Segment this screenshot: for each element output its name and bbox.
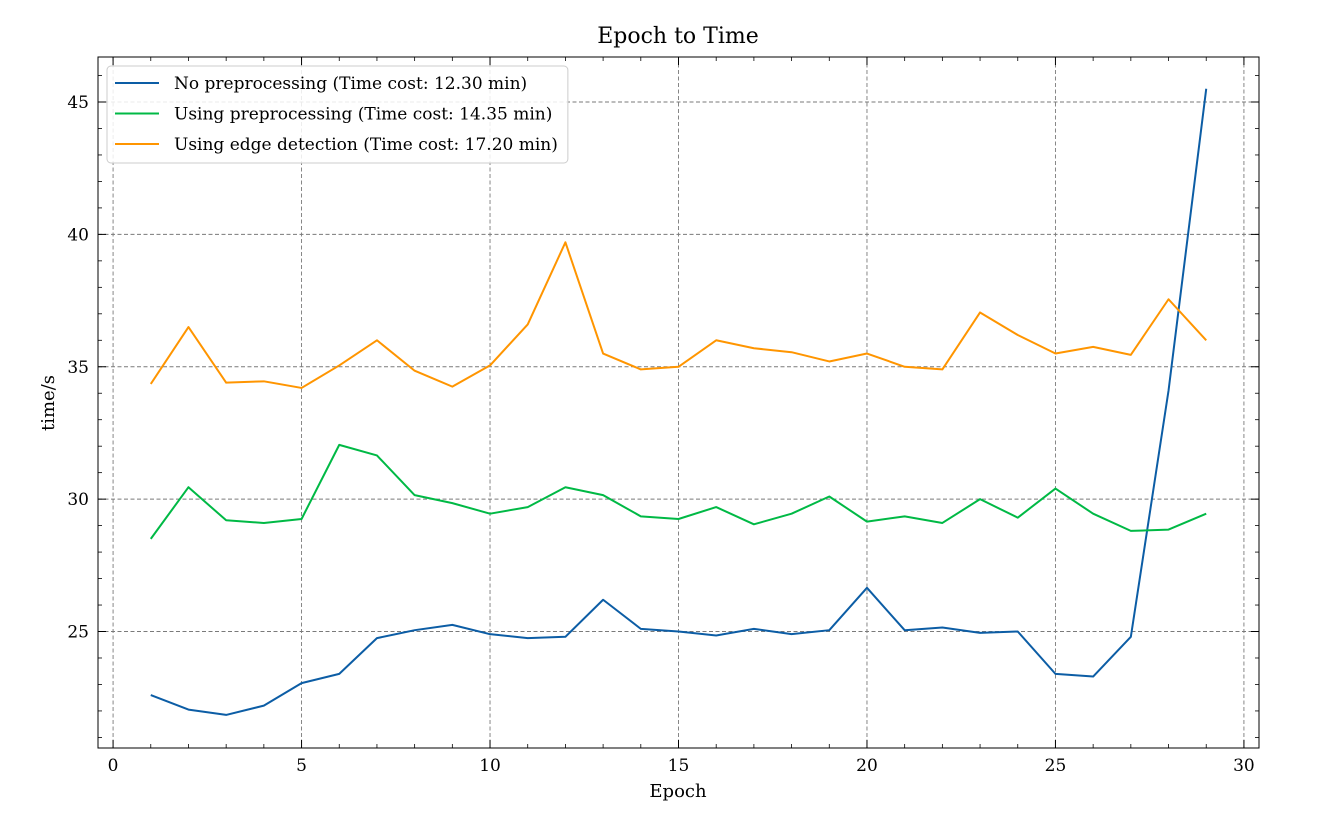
x-axis-title: Epoch bbox=[649, 781, 707, 802]
legend-entry-2: Using preprocessing (Time cost: 14.35 mi… bbox=[174, 105, 552, 125]
y-tick-label: 40 bbox=[67, 225, 89, 245]
x-tick-label: 0 bbox=[108, 756, 119, 776]
legend-entry-3: Using edge detection (Time cost: 17.20 m… bbox=[174, 135, 558, 155]
y-tick-label: 30 bbox=[67, 490, 89, 510]
x-tick-label: 30 bbox=[1233, 756, 1255, 776]
legend-entry-1: No preprocessing (Time cost: 12.30 min) bbox=[174, 74, 527, 94]
series-line-3 bbox=[149, 241, 1207, 389]
y-tick-label: 35 bbox=[67, 358, 89, 378]
x-tick-label: 5 bbox=[296, 756, 307, 776]
series-line-2 bbox=[149, 443, 1207, 540]
y-axis-title: time/s bbox=[38, 375, 59, 431]
chart-title: Epoch to Time bbox=[597, 24, 759, 49]
legend: No preprocessing (Time cost: 12.30 min) U… bbox=[106, 65, 569, 164]
y-tick-label: 25 bbox=[67, 623, 89, 643]
x-tick-label: 20 bbox=[856, 756, 878, 776]
legend-box bbox=[106, 65, 569, 164]
x-tick-label: 15 bbox=[668, 756, 690, 776]
y-tick-label: 45 bbox=[67, 93, 89, 113]
series-line-1 bbox=[150, 88, 1208, 716]
x-tick-label: 10 bbox=[479, 756, 501, 776]
series-layer bbox=[149, 88, 1208, 716]
axes-layer: 0 5 10 15 20 25 30 25 30 35 40 45 bbox=[67, 56, 1260, 776]
x-tick-label: 25 bbox=[1045, 756, 1067, 776]
